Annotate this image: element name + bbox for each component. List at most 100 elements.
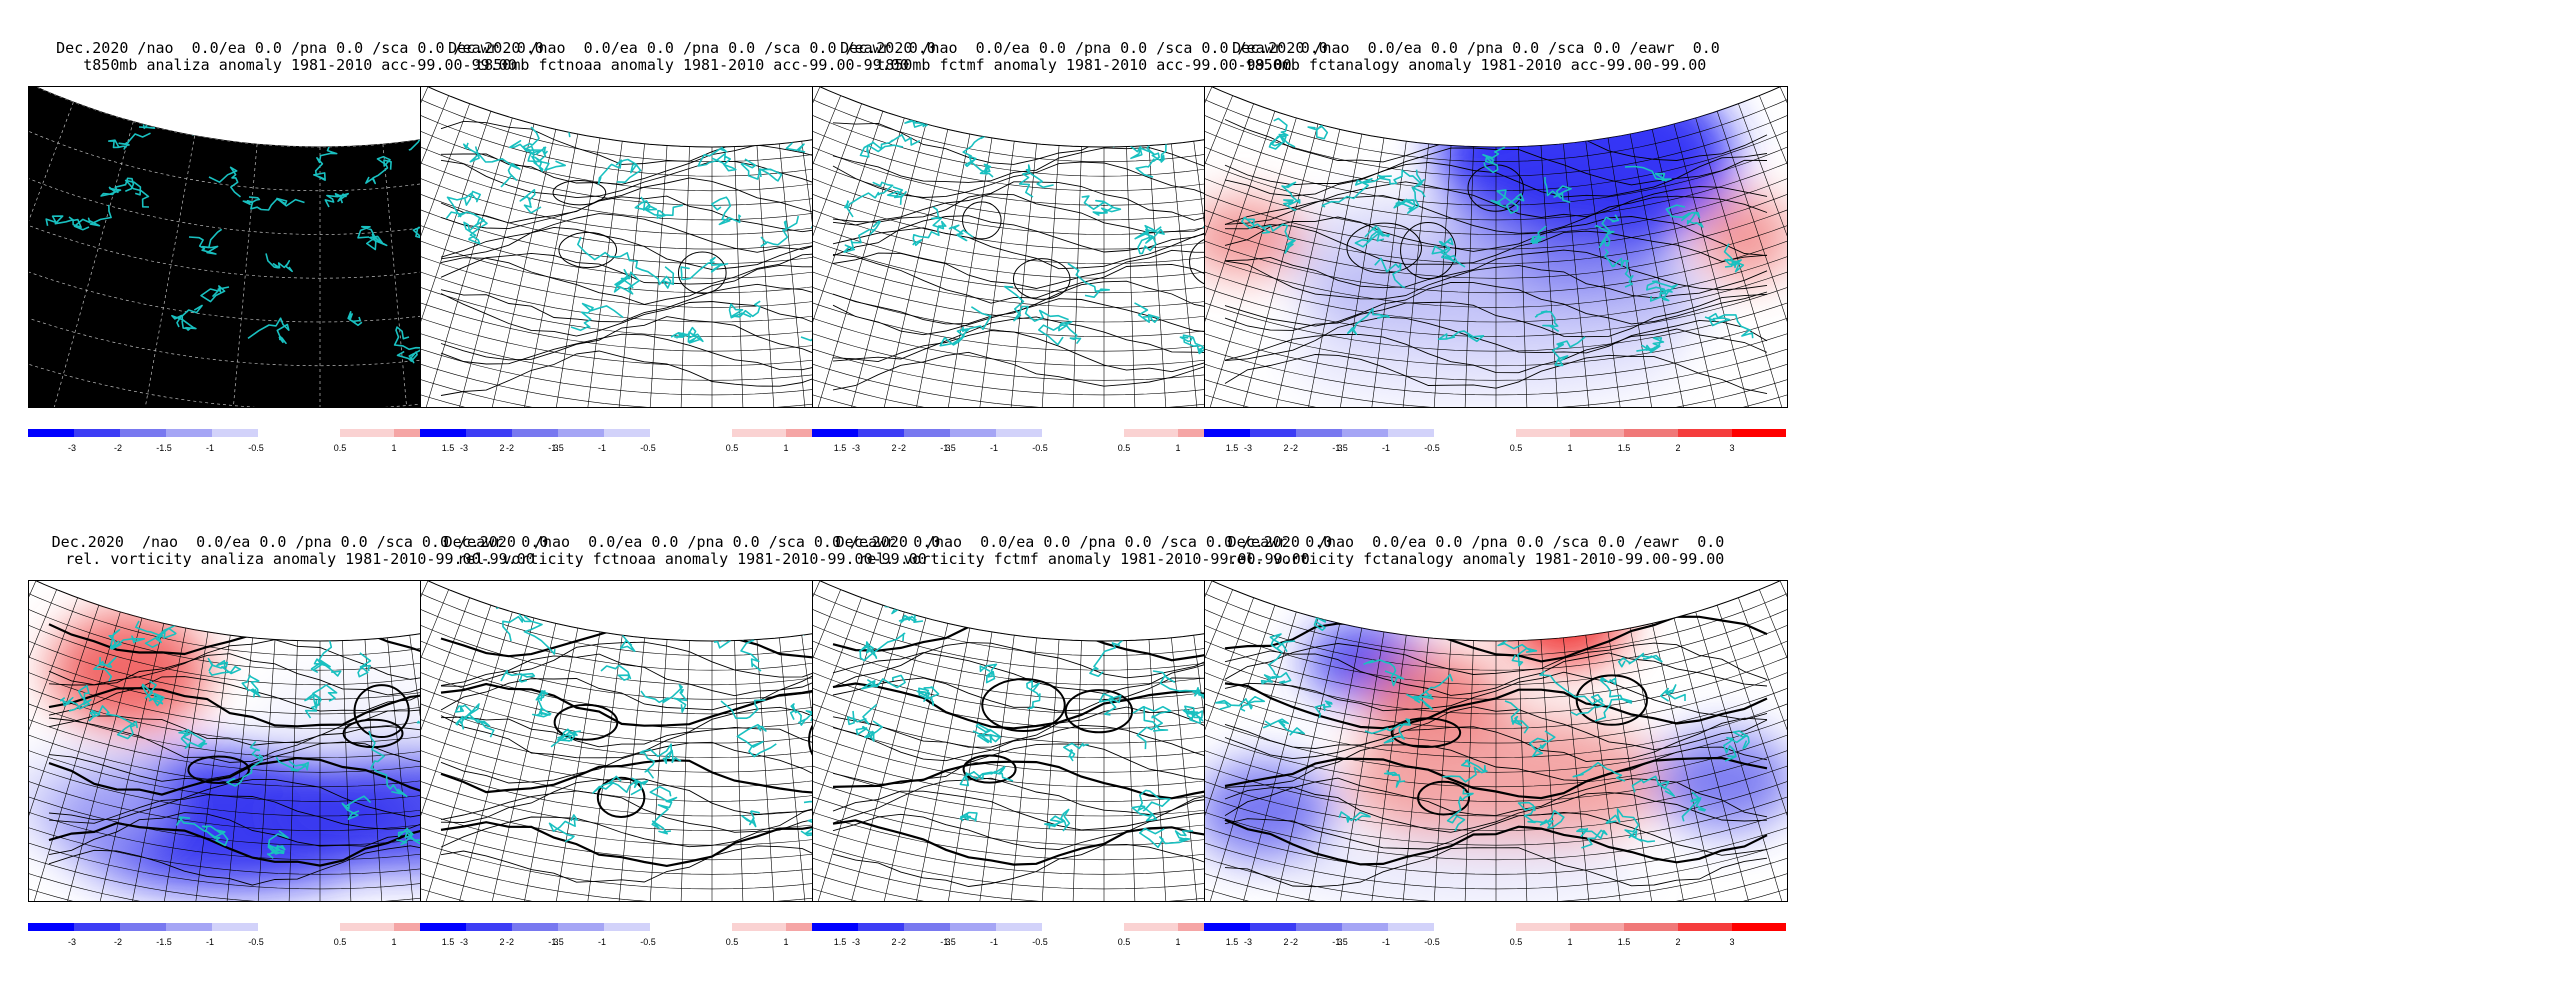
colorbar-tick-label: -3 bbox=[852, 937, 860, 947]
colorbar-swatch-positive bbox=[1678, 429, 1732, 437]
colorbar-tick-label: -1.5 bbox=[156, 443, 172, 453]
colorbar-tick-label: -0.5 bbox=[1032, 937, 1048, 947]
colorbar-tick-label: 2 bbox=[891, 937, 896, 947]
panel-title-line1: Dec.2020 /nao 0.0/ea 0.0 /pna 0.0 /sca 0… bbox=[1232, 39, 1720, 57]
colorbar-tick-label: -1 bbox=[598, 937, 606, 947]
colorbar-tick-label: 3 bbox=[1337, 443, 1342, 453]
colorbar-tick-label: -3 bbox=[68, 937, 76, 947]
panel-title-line1: Dec.2020 /nao 0.0/ea 0.0 /pna 0.0 /sca 0… bbox=[835, 533, 1333, 551]
colorbar-tick-label: 2 bbox=[499, 937, 504, 947]
colorbar-tick-label: 1.5 bbox=[442, 937, 455, 947]
colorbar-tick-label: 3 bbox=[945, 443, 950, 453]
colorbar-tick-label: 3 bbox=[1337, 937, 1342, 947]
colorbar-swatch-negative bbox=[1342, 429, 1388, 437]
colorbar-tick-label: -1 bbox=[598, 443, 606, 453]
colorbar-swatch-positive bbox=[340, 923, 394, 931]
panel-title-line2: rel. vorticity analiza anomaly 1981-2010… bbox=[65, 550, 535, 568]
colorbar-swatch-positive bbox=[1124, 429, 1178, 437]
colorbar-tick-label: 3 bbox=[553, 443, 558, 453]
colorbar-tick-label: -0.5 bbox=[248, 937, 264, 947]
map-frame bbox=[1204, 86, 1788, 408]
panel-title-line2: t850mb fctanalogy anomaly 1981-2010 acc-… bbox=[1245, 56, 1707, 74]
panel-title-line2: rel. vorticity fctmf anomaly 1981-2010-9… bbox=[858, 550, 1310, 568]
colorbar-tick-label: -0.5 bbox=[640, 443, 656, 453]
colorbar-tick-label: 1 bbox=[1567, 937, 1572, 947]
colorbar-swatch-negative bbox=[512, 429, 558, 437]
colorbar-swatch-negative bbox=[558, 429, 604, 437]
colorbar-tick-label: -3 bbox=[1244, 443, 1252, 453]
colorbar-tick-label: 1 bbox=[783, 443, 788, 453]
colorbar-swatch-negative bbox=[28, 923, 74, 931]
colorbar-tick-label: -1.5 bbox=[940, 937, 956, 947]
colorbar-tick-label: -0.5 bbox=[1424, 937, 1440, 947]
colorbar-swatch-negative bbox=[950, 923, 996, 931]
colorbar-swatch-negative bbox=[996, 923, 1042, 931]
colorbar-swatch-positive bbox=[1732, 923, 1786, 931]
colorbar-tick-label: 0.5 bbox=[726, 937, 739, 947]
colorbar-tick-label: 3 bbox=[945, 937, 950, 947]
map-frame bbox=[1204, 580, 1788, 902]
colorbar-tick-label: 2 bbox=[891, 443, 896, 453]
colorbar-swatch-negative bbox=[904, 923, 950, 931]
colorbar-tick-label: 2 bbox=[1675, 937, 1680, 947]
panel-title-line1: Dec.2020 /nao 0.0/ea 0.0 /pna 0.0 /sca 0… bbox=[1227, 533, 1725, 551]
colorbar-tick-label: -0.5 bbox=[1424, 443, 1440, 453]
colorbar-tick-label: 1 bbox=[1175, 937, 1180, 947]
colorbar-swatch-positive bbox=[1732, 429, 1786, 437]
colorbar-tick-label: -1 bbox=[990, 443, 998, 453]
colorbar-swatch-negative bbox=[466, 429, 512, 437]
colorbar-swatch-negative bbox=[166, 429, 212, 437]
colorbar-swatch-positive bbox=[732, 429, 786, 437]
colorbar-swatch-negative bbox=[120, 429, 166, 437]
colorbar-swatch-negative bbox=[1250, 923, 1296, 931]
panel-title-line1: Dec.2020 /nao 0.0/ea 0.0 /pna 0.0 /sca 0… bbox=[448, 39, 936, 57]
colorbar-swatch-positive bbox=[340, 429, 394, 437]
colorbar-swatch-positive bbox=[1570, 429, 1624, 437]
colorbar-swatch-negative bbox=[420, 923, 466, 931]
colorbar-tick-label: 0.5 bbox=[1510, 443, 1523, 453]
panel-title-line1: Dec.2020 /nao 0.0/ea 0.0 /pna 0.0 /sca 0… bbox=[56, 39, 544, 57]
colorbar-tick-label: -2 bbox=[1290, 443, 1298, 453]
panel-title-line2: t850mb fctnoaa anomaly 1981-2010 acc-99.… bbox=[475, 56, 909, 74]
colorbar-swatch-negative bbox=[1296, 429, 1342, 437]
colorbar-tick-label: 1 bbox=[391, 443, 396, 453]
colorbar: -3 -2 -1.5 -1 -0.5 0.5 1 1.5 2 3 bbox=[1204, 923, 1786, 953]
colorbar-tick-label: 2 bbox=[1283, 937, 1288, 947]
colorbar-tick-label: 0.5 bbox=[1118, 443, 1131, 453]
colorbar-tick-label: 1 bbox=[1567, 443, 1572, 453]
colorbar-tick-label: 2 bbox=[499, 443, 504, 453]
colorbar-tick-label: 0.5 bbox=[1510, 937, 1523, 947]
colorbar-tick-label: 0.5 bbox=[1118, 937, 1131, 947]
colorbar-swatch-positive bbox=[1624, 429, 1678, 437]
colorbar-swatch-negative bbox=[858, 429, 904, 437]
colorbar-swatch-negative bbox=[812, 429, 858, 437]
colorbar-tick-label: -2 bbox=[898, 937, 906, 947]
colorbar-tick-label: -1.5 bbox=[548, 443, 564, 453]
colorbar-swatch-positive bbox=[1624, 923, 1678, 931]
colorbar-tick-label: -3 bbox=[852, 443, 860, 453]
colorbar-swatch-positive bbox=[732, 923, 786, 931]
colorbar-swatch-negative bbox=[212, 923, 258, 931]
colorbar-tick-label: 1 bbox=[391, 937, 396, 947]
colorbar-tick-label: 0.5 bbox=[334, 443, 347, 453]
colorbar-tick-label: -1 bbox=[1382, 937, 1390, 947]
colorbar-tick-label: 2 bbox=[1283, 443, 1288, 453]
colorbar-swatch-negative bbox=[420, 429, 466, 437]
colorbar-tick-label: -0.5 bbox=[248, 443, 264, 453]
colorbar-swatch-negative bbox=[812, 923, 858, 931]
colorbar-swatch-negative bbox=[74, 923, 120, 931]
colorbar-tick-label: -3 bbox=[460, 443, 468, 453]
colorbar-tick-label: -3 bbox=[68, 443, 76, 453]
colorbar-tick-label: 1.5 bbox=[834, 937, 847, 947]
colorbar-tick-label: 1.5 bbox=[1618, 443, 1631, 453]
colorbar-tick-label: -0.5 bbox=[640, 937, 656, 947]
colorbar-swatch-positive bbox=[1516, 429, 1570, 437]
colorbar-swatch-negative bbox=[512, 923, 558, 931]
panel-title-line1: Dec.2020 /nao 0.0/ea 0.0 /pna 0.0 /sca 0… bbox=[840, 39, 1328, 57]
colorbar-swatch-negative bbox=[604, 429, 650, 437]
panel-title-line1: Dec.2020 /nao 0.0/ea 0.0 /pna 0.0 /sca 0… bbox=[443, 533, 941, 551]
colorbar-swatch-negative bbox=[212, 429, 258, 437]
colorbar-tick-label: -1.5 bbox=[940, 443, 956, 453]
colorbar-swatch-negative bbox=[558, 923, 604, 931]
colorbar-swatch-positive bbox=[1678, 923, 1732, 931]
